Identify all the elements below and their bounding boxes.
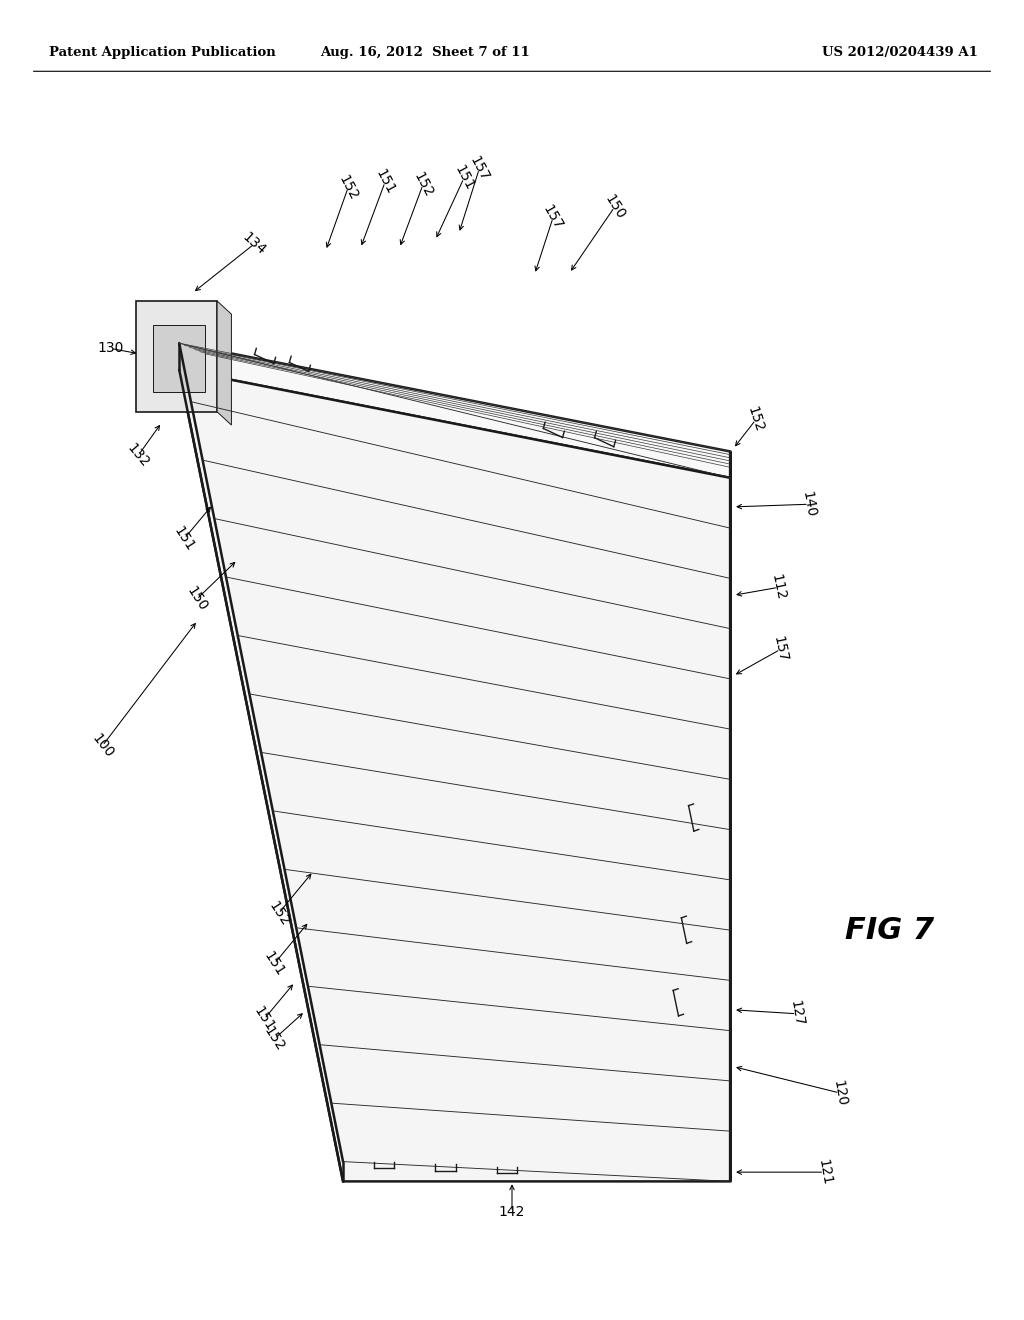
Text: 132: 132 — [124, 441, 153, 470]
Text: 152: 152 — [411, 170, 435, 199]
Text: 127: 127 — [787, 999, 806, 1028]
Text: US 2012/0204439 A1: US 2012/0204439 A1 — [822, 46, 978, 59]
Text: 152: 152 — [265, 899, 292, 928]
Text: 157: 157 — [541, 203, 565, 232]
Text: 157: 157 — [771, 635, 790, 664]
Text: 150: 150 — [601, 193, 628, 222]
Polygon shape — [217, 301, 231, 425]
Text: 100: 100 — [89, 731, 116, 760]
Text: 151: 151 — [251, 1005, 278, 1034]
Text: 157: 157 — [467, 154, 492, 183]
Text: Patent Application Publication: Patent Application Publication — [49, 46, 275, 59]
Text: 150: 150 — [183, 585, 210, 614]
Text: 152: 152 — [336, 173, 360, 202]
Polygon shape — [179, 370, 730, 1181]
Text: 151: 151 — [452, 164, 476, 193]
Text: 121: 121 — [815, 1158, 834, 1187]
Text: 112: 112 — [769, 573, 787, 602]
Polygon shape — [179, 343, 730, 478]
Text: 152: 152 — [745, 405, 766, 434]
Polygon shape — [136, 301, 217, 412]
Text: 152: 152 — [261, 1024, 288, 1053]
Text: 151: 151 — [261, 949, 288, 978]
Text: FIG 7: FIG 7 — [845, 916, 934, 945]
Text: 130: 130 — [97, 342, 124, 355]
Text: 140: 140 — [800, 490, 818, 519]
Text: 151: 151 — [171, 524, 198, 553]
Text: Aug. 16, 2012  Sheet 7 of 11: Aug. 16, 2012 Sheet 7 of 11 — [321, 46, 529, 59]
Polygon shape — [153, 325, 205, 392]
Text: 151: 151 — [373, 168, 397, 197]
Text: 134: 134 — [240, 230, 268, 259]
Text: 142: 142 — [499, 1205, 525, 1218]
Text: 120: 120 — [830, 1078, 849, 1107]
